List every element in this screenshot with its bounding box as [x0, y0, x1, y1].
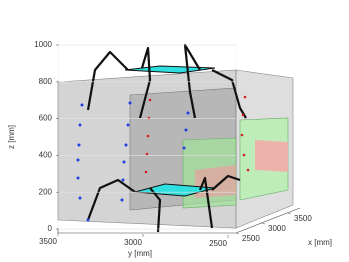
y-tick-label: 3500 — [39, 237, 57, 246]
z-tick-label: 600 — [39, 114, 53, 123]
leg — [211, 174, 241, 191]
y-axis-label: y [mm] — [128, 249, 152, 258]
leg — [198, 176, 214, 229]
tick-mark — [235, 232, 240, 235]
scene — [57, 43, 301, 234]
pink-box — [255, 140, 288, 172]
z-tick-label: 1000 — [34, 40, 52, 49]
z-axis-label: z [mm] — [7, 125, 16, 149]
z-tick-label: 0 — [48, 224, 53, 233]
leg — [138, 46, 152, 119]
z-tick-label: 800 — [39, 77, 53, 86]
x-axis-label: x [mm] — [308, 238, 332, 247]
y-tick-label: 3000 — [124, 238, 142, 247]
platform — [124, 65, 216, 74]
floor-edge — [235, 207, 301, 234]
x-tick-label: 3000 — [268, 224, 286, 233]
leg — [86, 178, 136, 221]
tick-mark — [261, 222, 266, 225]
x-tick-label: 3500 — [294, 214, 312, 223]
z-tick-label: 200 — [39, 187, 53, 196]
leg — [86, 50, 129, 111]
floor-edge — [57, 229, 236, 234]
tick-mark — [287, 212, 292, 215]
leg — [211, 69, 247, 119]
points — [76, 101, 190, 222]
points — [144, 95, 250, 174]
leg — [183, 43, 201, 119]
pink-box — [195, 165, 236, 198]
x-tick-label: 2500 — [242, 234, 260, 243]
z-tick-label: 400 — [39, 151, 53, 160]
y-tick-label: 2500 — [209, 239, 227, 248]
